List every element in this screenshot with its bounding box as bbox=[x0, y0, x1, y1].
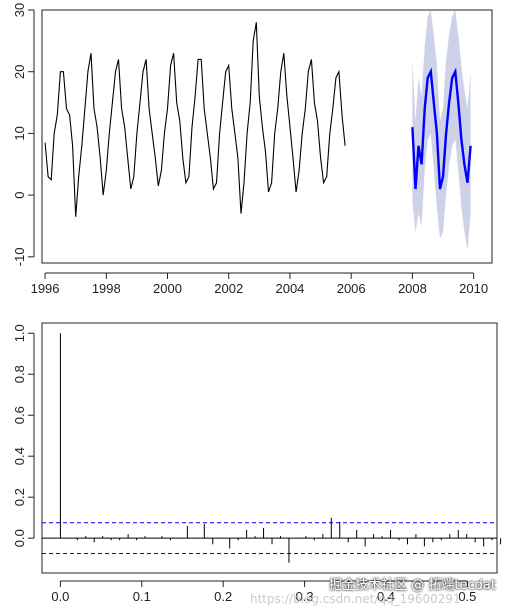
ts-x-tick-label: 2006 bbox=[337, 281, 366, 296]
ts-x-tick-label: 1998 bbox=[92, 281, 121, 296]
acf-y-tick-label: 0.6 bbox=[12, 406, 27, 424]
acf-y-tick-label: 0.2 bbox=[12, 488, 27, 506]
ts-series-layer bbox=[44, 22, 472, 217]
acf-y-tick-label: 1.0 bbox=[12, 324, 27, 342]
ts-y-axis: -10 0 10 20 30 bbox=[12, 3, 35, 266]
acf-confidence-lines bbox=[42, 522, 497, 555]
acf-y-axis: 0.0 0.2 0.4 0.6 0.8 1.0 bbox=[12, 324, 35, 547]
ts-x-tick-label: 2008 bbox=[398, 281, 427, 296]
acf-x-axis: 0.0 0.1 0.2 0.3 0.4 0.5 bbox=[51, 580, 476, 603]
ts-x-tick-label: 2000 bbox=[153, 281, 182, 296]
acf-x-tick-label: 0.4 bbox=[377, 589, 395, 603]
ts-x-tick-label: 2004 bbox=[275, 281, 304, 296]
ts-y-tick-label: 20 bbox=[12, 64, 27, 78]
ts-y-tick-label: 30 bbox=[12, 3, 27, 17]
observed-series-line bbox=[44, 22, 346, 217]
ts-x-axis: 1996 1998 2000 2002 2004 2006 2008 2010 bbox=[31, 272, 488, 296]
ts-y-tick-label: 0 bbox=[12, 192, 27, 199]
ts-plot-frame bbox=[41, 9, 493, 264]
time-series-forecast-chart: 1996 1998 2000 2002 2004 2006 2008 2010 -10 0 10 2… bbox=[12, 3, 493, 296]
forecast-series-line bbox=[411, 67, 472, 190]
watermark-faint: https://blog.csdn.net/qq_19600291 bbox=[250, 592, 461, 606]
acf-x-tick-label: 0.3 bbox=[296, 589, 314, 603]
prediction-interval-area bbox=[412, 10, 471, 251]
acf-x-tick-label: 0.0 bbox=[51, 589, 69, 603]
autocorrelation-chart: 0.0 0.1 0.2 0.3 0.4 0.5 0.0 0.2 0.4 0.6 0.8 1.0 bbox=[12, 322, 502, 603]
acf-x-tick-label: 0.2 bbox=[214, 589, 232, 603]
watermark-main: 掘金技术社区 @ 拓端tecdat bbox=[329, 578, 496, 593]
acf-plot-frame bbox=[41, 322, 498, 574]
ts-x-tick-label: 2010 bbox=[459, 281, 488, 296]
prediction-interval-band bbox=[412, 10, 471, 251]
acf-y-tick-label: 0.4 bbox=[12, 447, 27, 465]
ts-x-tick-label: 1996 bbox=[31, 281, 60, 296]
acf-bars-layer bbox=[59, 333, 502, 563]
acf-y-tick-label: 0.8 bbox=[12, 365, 27, 383]
ts-x-tick-label: 2002 bbox=[214, 281, 243, 296]
ts-y-tick-label: 10 bbox=[12, 126, 27, 140]
acf-x-tick-label: 0.5 bbox=[458, 589, 476, 603]
acf-y-tick-label: 0.0 bbox=[12, 529, 27, 547]
ts-y-tick-label: -10 bbox=[12, 247, 27, 266]
acf-x-tick-label: 0.1 bbox=[133, 589, 151, 603]
